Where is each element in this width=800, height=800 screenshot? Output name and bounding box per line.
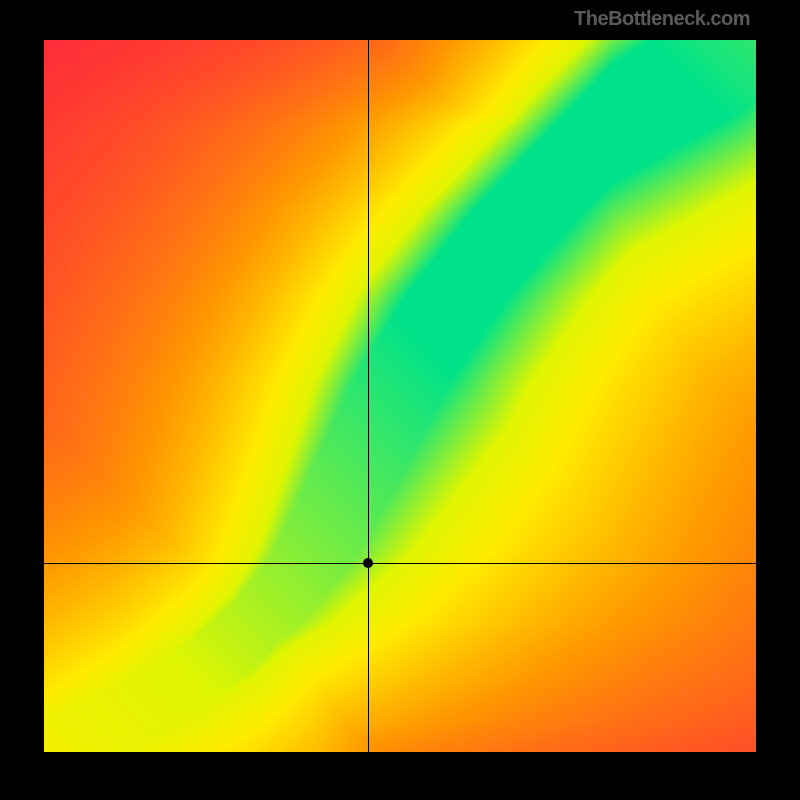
crosshair-vertical <box>368 40 369 752</box>
watermark-text: TheBottleneck.com <box>574 8 750 31</box>
heatmap-canvas <box>44 40 756 752</box>
crosshair-marker <box>363 558 373 568</box>
heatmap-plot <box>44 40 756 752</box>
crosshair-horizontal <box>44 563 756 564</box>
